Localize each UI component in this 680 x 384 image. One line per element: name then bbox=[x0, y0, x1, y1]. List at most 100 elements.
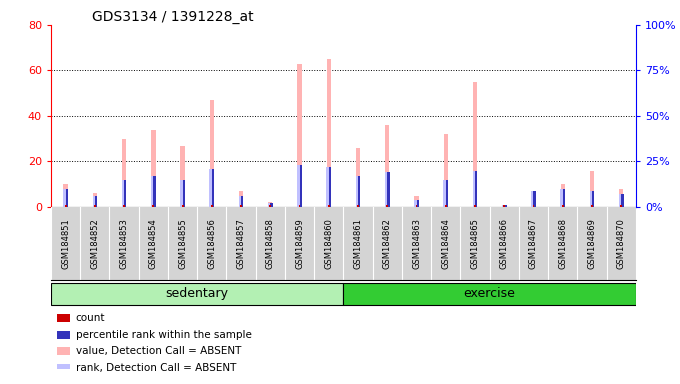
Text: GSM184868: GSM184868 bbox=[558, 218, 567, 269]
Bar bbox=[474, 205, 476, 207]
Bar bbox=[531, 198, 536, 207]
Text: GSM184865: GSM184865 bbox=[471, 218, 479, 269]
Bar bbox=[268, 202, 273, 207]
Text: GSM184861: GSM184861 bbox=[354, 218, 362, 269]
Bar bbox=[590, 190, 592, 207]
Bar bbox=[94, 205, 96, 207]
Bar bbox=[239, 191, 243, 207]
Bar bbox=[299, 165, 302, 207]
Bar bbox=[63, 184, 68, 207]
Bar bbox=[209, 169, 212, 207]
Bar bbox=[182, 205, 184, 207]
Text: GSM184862: GSM184862 bbox=[383, 218, 392, 269]
Bar bbox=[326, 59, 331, 207]
Bar bbox=[92, 193, 97, 207]
Bar bbox=[475, 170, 477, 207]
Bar bbox=[180, 146, 185, 207]
Text: GSM184851: GSM184851 bbox=[61, 218, 70, 268]
Text: GSM184860: GSM184860 bbox=[324, 218, 333, 269]
Bar bbox=[620, 205, 622, 207]
Text: GSM184864: GSM184864 bbox=[441, 218, 450, 269]
Bar bbox=[124, 180, 126, 207]
Text: exercise: exercise bbox=[464, 287, 515, 300]
Bar bbox=[619, 194, 622, 207]
Bar bbox=[356, 176, 358, 207]
Bar bbox=[473, 170, 475, 207]
Bar bbox=[358, 176, 360, 207]
Bar bbox=[385, 125, 390, 207]
Bar bbox=[57, 331, 70, 339]
Bar bbox=[209, 100, 214, 207]
Bar bbox=[328, 205, 330, 207]
Text: GSM184855: GSM184855 bbox=[178, 218, 187, 268]
Bar bbox=[57, 364, 70, 372]
Bar bbox=[299, 205, 301, 207]
Text: GSM184859: GSM184859 bbox=[295, 218, 304, 268]
Bar bbox=[414, 195, 419, 207]
Text: GSM184866: GSM184866 bbox=[500, 218, 509, 269]
Bar bbox=[343, 283, 636, 305]
Bar bbox=[591, 205, 593, 207]
Bar bbox=[590, 170, 594, 207]
Bar bbox=[502, 205, 507, 207]
Text: value, Detection Call = ABSENT: value, Detection Call = ABSENT bbox=[75, 346, 241, 356]
Bar bbox=[268, 203, 271, 207]
Bar bbox=[386, 205, 388, 207]
Bar bbox=[95, 196, 97, 207]
Text: GSM184854: GSM184854 bbox=[149, 218, 158, 268]
Bar bbox=[239, 196, 241, 207]
Bar bbox=[65, 205, 67, 207]
Bar bbox=[532, 205, 534, 207]
Bar bbox=[92, 196, 95, 207]
Bar bbox=[445, 205, 447, 207]
Bar bbox=[240, 205, 242, 207]
Bar bbox=[443, 180, 446, 207]
Text: GSM184852: GSM184852 bbox=[90, 218, 99, 268]
Bar bbox=[65, 189, 68, 207]
Bar bbox=[51, 283, 343, 305]
Bar bbox=[357, 205, 359, 207]
Bar bbox=[297, 64, 302, 207]
Bar bbox=[560, 184, 565, 207]
Text: GSM184857: GSM184857 bbox=[237, 218, 245, 269]
Bar bbox=[446, 180, 448, 207]
Bar bbox=[415, 205, 418, 207]
Bar bbox=[63, 189, 65, 207]
Bar bbox=[180, 180, 183, 207]
Text: sedentary: sedentary bbox=[166, 287, 228, 300]
Bar bbox=[414, 200, 417, 207]
Bar bbox=[212, 169, 214, 207]
Text: rank, Detection Call = ABSENT: rank, Detection Call = ABSENT bbox=[75, 363, 236, 373]
Bar bbox=[592, 190, 594, 207]
Text: protocol: protocol bbox=[51, 289, 97, 299]
Bar bbox=[505, 205, 507, 207]
Bar bbox=[122, 180, 124, 207]
Text: GSM184869: GSM184869 bbox=[588, 218, 596, 269]
Bar bbox=[122, 139, 126, 207]
Bar bbox=[563, 189, 565, 207]
Text: GSM184853: GSM184853 bbox=[120, 218, 129, 269]
Bar bbox=[151, 129, 156, 207]
Text: GDS3134 / 1391228_at: GDS3134 / 1391228_at bbox=[92, 10, 254, 24]
Bar bbox=[57, 347, 70, 355]
Bar bbox=[297, 165, 299, 207]
Text: count: count bbox=[75, 313, 105, 323]
Bar bbox=[443, 134, 448, 207]
Bar bbox=[123, 205, 125, 207]
Text: percentile rank within the sample: percentile rank within the sample bbox=[75, 330, 252, 340]
Bar bbox=[385, 172, 388, 207]
Text: GSM184867: GSM184867 bbox=[529, 218, 538, 269]
Bar bbox=[329, 167, 331, 207]
Bar bbox=[269, 205, 271, 207]
Text: GSM184856: GSM184856 bbox=[207, 218, 216, 269]
Bar bbox=[416, 200, 419, 207]
Bar bbox=[152, 205, 154, 207]
Bar bbox=[388, 172, 390, 207]
Bar bbox=[503, 205, 505, 207]
Bar bbox=[356, 148, 360, 207]
Bar bbox=[619, 189, 624, 207]
Bar bbox=[473, 82, 477, 207]
Text: GSM184858: GSM184858 bbox=[266, 218, 275, 269]
Bar bbox=[154, 176, 156, 207]
Text: GSM184863: GSM184863 bbox=[412, 218, 421, 269]
